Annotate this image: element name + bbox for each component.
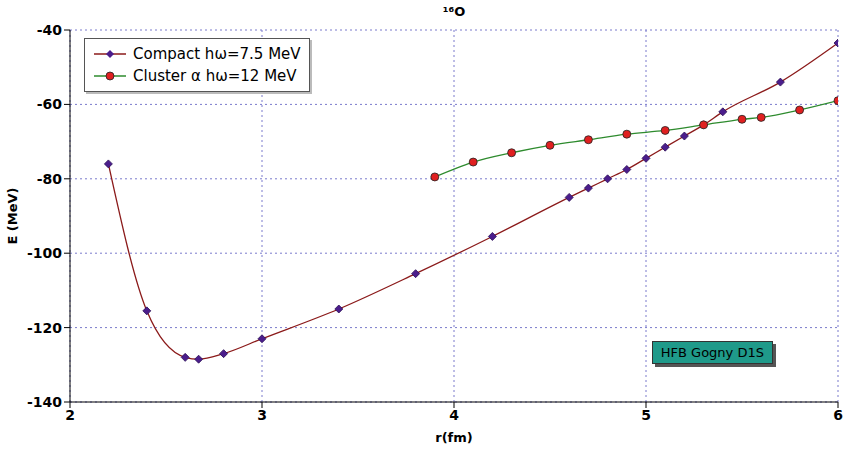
svg-text:3: 3	[257, 407, 267, 423]
svg-text:-120: -120	[27, 320, 62, 336]
svg-text:6: 6	[833, 407, 843, 423]
svg-text:E (MeV): E (MeV)	[5, 187, 20, 244]
svg-text:-80: -80	[37, 171, 63, 187]
html-text:¹⁶O: ¹⁶O	[442, 4, 466, 19]
svg-text:2: 2	[65, 407, 75, 423]
html-text:Cluster α hω=12 MeV: Cluster α hω=12 MeV	[133, 67, 297, 85]
svg-text:5: 5	[641, 407, 651, 423]
svg-text:-60: -60	[37, 96, 63, 112]
svg-text:-100: -100	[27, 245, 62, 261]
html-text:Compact hω=7.5 MeV: Compact hω=7.5 MeV	[133, 45, 301, 63]
html-text:HFB Gogny D1S: HFB Gogny D1S	[660, 344, 764, 360]
svg-text:4: 4	[449, 407, 459, 423]
svg-text:r(fm): r(fm)	[435, 430, 473, 445]
svg-text:-140: -140	[27, 394, 62, 410]
svg-text:-40: -40	[37, 22, 63, 38]
